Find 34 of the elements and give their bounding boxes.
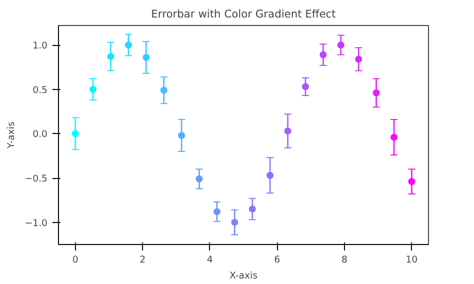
y-axis-title: Y-axis — [6, 122, 17, 150]
point — [390, 134, 398, 141]
point — [196, 175, 203, 182]
x-tick-label: 8 — [341, 254, 348, 266]
point — [72, 130, 79, 138]
point — [142, 54, 150, 61]
x-tick-label: 10 — [406, 254, 418, 266]
point — [284, 128, 292, 135]
point — [213, 208, 220, 216]
point — [266, 172, 274, 179]
y-tick-label: 0.5 — [32, 84, 48, 96]
point — [231, 218, 238, 226]
x-axis-title: X-axis — [230, 270, 258, 282]
x-tick-label: 4 — [206, 254, 213, 266]
x-tick-label: 2 — [140, 254, 146, 266]
y-tick-label: 0.0 — [32, 129, 48, 140]
x-tick-label: 6 — [274, 254, 280, 266]
point — [372, 89, 380, 96]
point — [302, 83, 309, 90]
y-tick-label: −0.5 — [24, 174, 48, 184]
point — [355, 56, 362, 63]
y-tick-label: 1.0 — [32, 40, 48, 52]
point — [408, 178, 416, 186]
chart-title: Errorbar with Color Gradient Effect — [151, 8, 336, 20]
point — [90, 86, 97, 93]
point — [107, 53, 114, 60]
point — [248, 206, 256, 213]
y-tick-label: −1.0 — [24, 218, 48, 229]
point — [337, 42, 344, 48]
point — [160, 86, 168, 94]
point — [124, 42, 132, 48]
point — [320, 51, 327, 58]
point — [178, 132, 186, 139]
x-tick-label: 0 — [72, 254, 78, 266]
